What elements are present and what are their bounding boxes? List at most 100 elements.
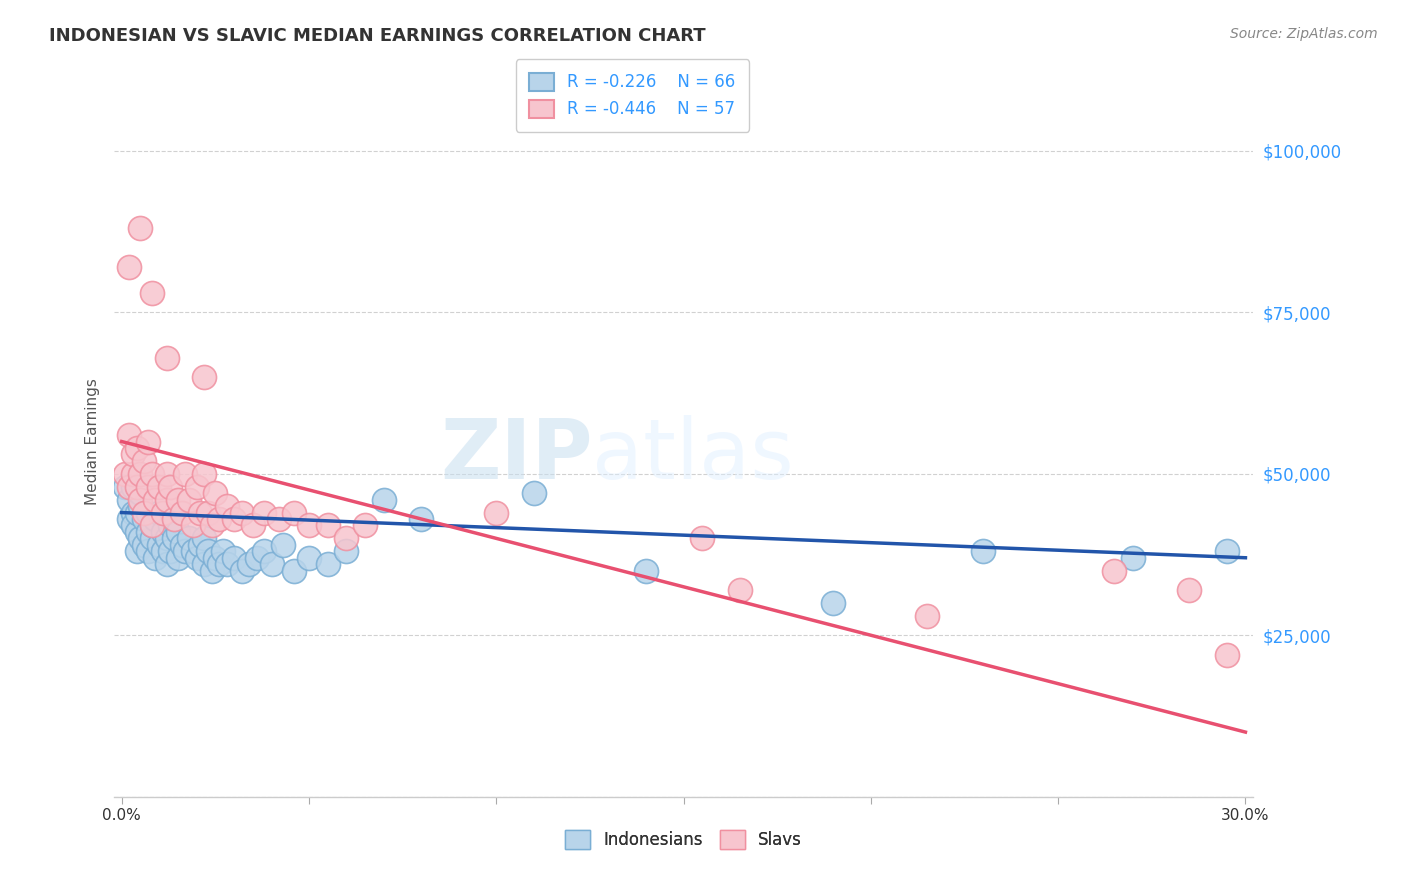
Point [141, 532, 163, 546]
Point [1215, 648, 1237, 662]
Point [170, 538, 193, 552]
Point [125, 544, 148, 558]
Point [148, 506, 170, 520]
Point [1104, 564, 1126, 578]
Point [129, 221, 152, 235]
Point [156, 558, 179, 572]
Text: Source: ZipAtlas.com: Source: ZipAtlas.com [1230, 27, 1378, 41]
Point [690, 532, 713, 546]
Point [118, 512, 141, 526]
Point [118, 260, 141, 275]
Point [129, 467, 152, 481]
Point [298, 518, 321, 533]
Point [200, 564, 222, 578]
Point [181, 518, 204, 533]
Point [122, 467, 145, 481]
Text: ZIP: ZIP [440, 415, 592, 496]
Point [141, 518, 163, 533]
Point [211, 544, 233, 558]
Point [167, 550, 190, 565]
Point [152, 506, 174, 520]
Point [1215, 544, 1237, 558]
Point [136, 524, 159, 539]
Point [156, 467, 179, 481]
Point [335, 532, 357, 546]
Point [152, 524, 174, 539]
Point [118, 492, 141, 507]
Point [159, 518, 181, 533]
Point [118, 480, 141, 494]
Point [136, 434, 159, 449]
Point [411, 512, 433, 526]
Point [136, 544, 159, 558]
Point [204, 550, 226, 565]
Point [316, 558, 339, 572]
Legend: Indonesians, Slavs: Indonesians, Slavs [558, 824, 808, 855]
Point [298, 550, 321, 565]
Point [170, 506, 193, 520]
Point [253, 506, 276, 520]
Point [260, 558, 283, 572]
Point [167, 492, 190, 507]
Point [134, 512, 156, 526]
Point [141, 467, 163, 481]
Point [181, 544, 204, 558]
Point [283, 564, 305, 578]
Point [152, 544, 174, 558]
Point [200, 518, 222, 533]
Point [222, 512, 245, 526]
Point [177, 532, 200, 546]
Point [523, 486, 546, 500]
Point [129, 532, 152, 546]
Point [915, 608, 938, 623]
Point [134, 454, 156, 468]
Point [122, 506, 145, 520]
Point [193, 370, 215, 384]
Point [1178, 582, 1201, 597]
Point [129, 486, 152, 500]
Point [188, 538, 211, 552]
Point [222, 550, 245, 565]
Point [253, 544, 276, 558]
Point [141, 518, 163, 533]
Point [159, 544, 181, 558]
Point [1122, 550, 1144, 565]
Point [267, 512, 290, 526]
Point [156, 532, 179, 546]
Point [125, 441, 148, 455]
Point [167, 524, 190, 539]
Point [145, 492, 167, 507]
Point [122, 447, 145, 461]
Point [129, 492, 152, 507]
Point [177, 492, 200, 507]
Text: atlas: atlas [592, 415, 794, 496]
Point [156, 492, 179, 507]
Point [242, 518, 264, 533]
Point [245, 550, 267, 565]
Point [193, 532, 215, 546]
Point [125, 506, 148, 520]
Point [231, 506, 253, 520]
Point [188, 506, 211, 520]
Point [145, 512, 167, 526]
Point [163, 532, 186, 546]
Point [159, 480, 181, 494]
Text: INDONESIAN VS SLAVIC MEDIAN EARNINGS CORRELATION CHART: INDONESIAN VS SLAVIC MEDIAN EARNINGS COR… [49, 27, 706, 45]
Point [148, 538, 170, 552]
Point [636, 564, 658, 578]
Point [125, 480, 148, 494]
Point [823, 596, 845, 610]
Point [174, 467, 197, 481]
Point [316, 518, 339, 533]
Point [197, 544, 219, 558]
Point [283, 506, 305, 520]
Point [114, 480, 136, 494]
Point [197, 506, 219, 520]
Point [156, 351, 179, 365]
Point [136, 506, 159, 520]
Point [148, 480, 170, 494]
Point [373, 492, 395, 507]
Point [163, 512, 186, 526]
Point [193, 467, 215, 481]
Point [122, 518, 145, 533]
